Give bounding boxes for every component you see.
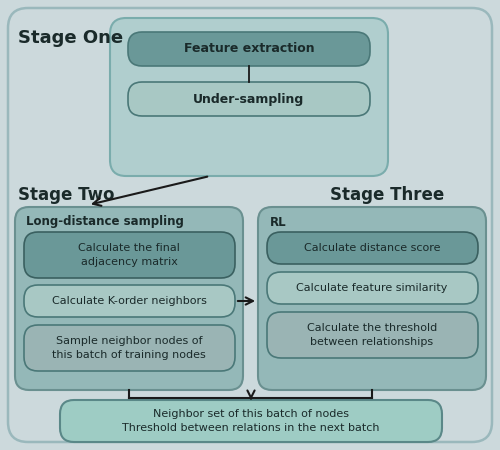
FancyBboxPatch shape xyxy=(8,8,492,442)
Text: Under-sampling: Under-sampling xyxy=(194,93,304,105)
Text: Calculate K-order neighbors: Calculate K-order neighbors xyxy=(52,296,206,306)
Text: Long-distance sampling: Long-distance sampling xyxy=(26,216,184,229)
FancyBboxPatch shape xyxy=(267,272,478,304)
FancyBboxPatch shape xyxy=(267,232,478,264)
FancyBboxPatch shape xyxy=(60,400,442,442)
FancyBboxPatch shape xyxy=(267,312,478,358)
Text: Calculate the threshold
between relationships: Calculate the threshold between relation… xyxy=(307,324,437,347)
Text: Calculate distance score: Calculate distance score xyxy=(304,243,440,253)
FancyBboxPatch shape xyxy=(24,232,235,278)
Text: Calculate feature similarity: Calculate feature similarity xyxy=(296,283,448,293)
Text: Stage One: Stage One xyxy=(18,29,123,47)
FancyBboxPatch shape xyxy=(24,285,235,317)
Text: RL: RL xyxy=(270,216,286,229)
Text: Stage Three: Stage Three xyxy=(330,186,444,204)
Text: Feature extraction: Feature extraction xyxy=(184,42,314,55)
FancyBboxPatch shape xyxy=(15,207,243,390)
FancyBboxPatch shape xyxy=(258,207,486,390)
Text: Neighbor set of this batch of nodes
Threshold between relations in the next batc: Neighbor set of this batch of nodes Thre… xyxy=(122,409,380,433)
Text: Calculate the final
adjacency matrix: Calculate the final adjacency matrix xyxy=(78,243,180,266)
Text: Stage Two: Stage Two xyxy=(18,186,114,204)
FancyBboxPatch shape xyxy=(128,32,370,66)
FancyBboxPatch shape xyxy=(24,325,235,371)
Text: Sample neighbor nodes of
this batch of training nodes: Sample neighbor nodes of this batch of t… xyxy=(52,337,206,360)
FancyBboxPatch shape xyxy=(110,18,388,176)
FancyBboxPatch shape xyxy=(128,82,370,116)
